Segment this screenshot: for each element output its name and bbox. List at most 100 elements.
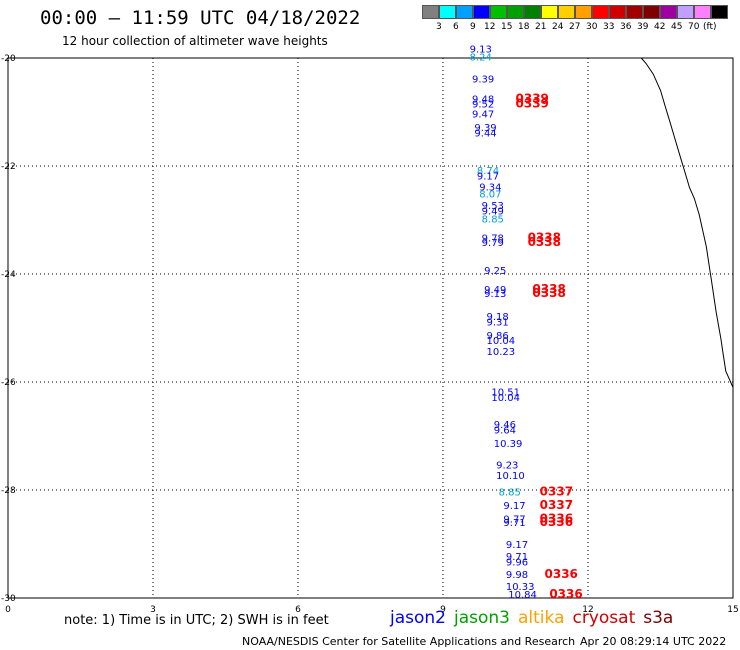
wave-height-label: 0337 <box>540 498 573 512</box>
legend-swatch <box>422 5 439 19</box>
legend-label: 42 <box>654 22 666 32</box>
legend-swatch <box>711 5 728 19</box>
wave-height-label: 9.18 <box>487 312 509 323</box>
legend-swatch <box>541 5 558 19</box>
legend-swatch <box>575 5 592 19</box>
grid <box>8 58 733 598</box>
legend-swatch <box>456 5 473 19</box>
chart-subtitle: 12 hour collection of altimeter wave hei… <box>62 34 328 48</box>
legend-label: 15 <box>501 22 513 32</box>
wave-height-label: 9.86 <box>487 331 509 342</box>
y-tick-label: -26 <box>1 378 16 388</box>
satellite-s3a: s3a <box>643 608 674 628</box>
y-tick-label: -22 <box>1 162 16 172</box>
y-tick-label: -24 <box>1 270 16 280</box>
legend-swatch <box>694 5 711 19</box>
wave-height-label: 9.47 <box>472 109 494 120</box>
wave-height-label: 9.17 <box>477 172 499 183</box>
y-tick-label: -20 <box>1 54 16 64</box>
legend-label: 21 <box>535 22 547 32</box>
wave-height-label: 0336 <box>545 567 578 581</box>
wave-height-label: 10.33 <box>506 582 535 593</box>
satellite-altika: altika <box>518 608 565 628</box>
wave-height-label: 9.17 <box>506 540 528 551</box>
wave-height-label: 9.25 <box>484 266 506 277</box>
axes: 0 3 6 9 12 15 -20 -22 -24 -26 -28 -30 <box>1 54 739 615</box>
data-points: 9.138.249.399.489.529.479.399.4403390339… <box>470 45 583 601</box>
wave-height-label: 9.31 <box>487 317 509 328</box>
wave-height-label: 0336 <box>540 515 573 529</box>
wave-height-label: 0338 <box>528 235 561 249</box>
legend-label: 18 <box>518 22 530 32</box>
x-tick-label: 12 <box>582 605 593 615</box>
wave-height-label: 0336 <box>540 511 573 525</box>
wave-height-label: 9.53 <box>482 201 504 212</box>
legend-swatch <box>473 5 490 19</box>
legend-swatch <box>490 5 507 19</box>
coastline <box>640 57 734 388</box>
chart-title: 00:00 – 11:59 UTC 04/18/2022 <box>40 7 361 29</box>
legend-label: 39 <box>637 22 649 32</box>
x-tick-label: 15 <box>727 605 738 615</box>
wave-height-label: 0339 <box>516 91 549 105</box>
legend-label: 36 <box>620 22 632 32</box>
wave-height-label: 9.96 <box>506 558 528 569</box>
legend-swatch <box>592 5 609 19</box>
legend-swatch <box>609 5 626 19</box>
wave-height-label: 9.44 <box>474 128 496 139</box>
legend-swatch <box>439 5 456 19</box>
wave-height-label: 9.39 <box>474 123 496 134</box>
wave-height-label: 9.79 <box>482 238 504 249</box>
x-tick-label: 9 <box>440 605 446 615</box>
wave-height-label: 9.98 <box>506 570 528 581</box>
legend-swatch <box>660 5 677 19</box>
wave-height-label: 8.24 <box>470 53 492 64</box>
wave-height-label: 9.78 <box>482 234 504 245</box>
wave-height-label: 8.85 <box>499 487 521 498</box>
wave-height-label: 9.39 <box>472 74 494 85</box>
legend-swatch <box>626 5 643 19</box>
wave-height-label: 8.07 <box>479 189 501 200</box>
wave-height-label: 0337 <box>540 484 573 498</box>
legend-label: 24 <box>552 22 564 32</box>
x-tick-label: 6 <box>295 605 301 615</box>
wave-height-label: 10.10 <box>496 471 525 482</box>
wave-height-label: 0338 <box>532 282 565 296</box>
wave-height-label: 10.51 <box>491 388 520 399</box>
legend-label: 9 <box>470 22 476 32</box>
legend-swatch <box>558 5 575 19</box>
wave-height-label: 10.84 <box>508 590 537 601</box>
wave-height-label: 0338 <box>532 286 565 300</box>
wave-height-label: 9.71 <box>506 552 528 563</box>
wave-height-label: 8.85 <box>482 215 504 226</box>
legend-swatch <box>643 5 660 19</box>
legend-label: 27 <box>569 22 581 32</box>
wave-height-label: 0339 <box>516 97 549 111</box>
wave-height-label: 0338 <box>528 231 561 245</box>
wave-height-label: 9.13 <box>470 45 492 56</box>
wave-height-label: 10.04 <box>491 393 520 404</box>
wave-height-label: 8.74 <box>477 166 499 177</box>
wave-height-label: 10.39 <box>494 439 523 450</box>
y-tick-label: -30 <box>1 594 16 604</box>
wave-height-label: 9.49 <box>484 285 506 296</box>
satellite-legend: jason2 jason3 altika cryosat s3a <box>390 608 681 628</box>
legend-unit: (ft) <box>703 22 717 32</box>
wave-height-label: 9.48 <box>472 94 494 105</box>
legend-label: 70 <box>688 22 700 32</box>
legend-swatch <box>507 5 524 19</box>
wave-height-label: 9.46 <box>494 420 516 431</box>
wave-height-label: 10.04 <box>487 336 516 347</box>
wave-height-label: 9.17 <box>503 501 525 512</box>
footer-credit: NOAA/NESDIS Center for Satellite Applica… <box>242 635 576 648</box>
wave-height-label: 9.77 <box>503 514 525 525</box>
satellite-cryosat: cryosat <box>572 608 636 628</box>
x-tick-label: 0 <box>5 605 11 615</box>
legend-label: 30 <box>586 22 598 32</box>
legend-label: 12 <box>484 22 496 32</box>
legend-swatch <box>677 5 694 19</box>
plot-frame <box>7 57 734 599</box>
legend-label: 3 <box>436 22 442 32</box>
wave-height-label: 9.71 <box>503 518 525 529</box>
